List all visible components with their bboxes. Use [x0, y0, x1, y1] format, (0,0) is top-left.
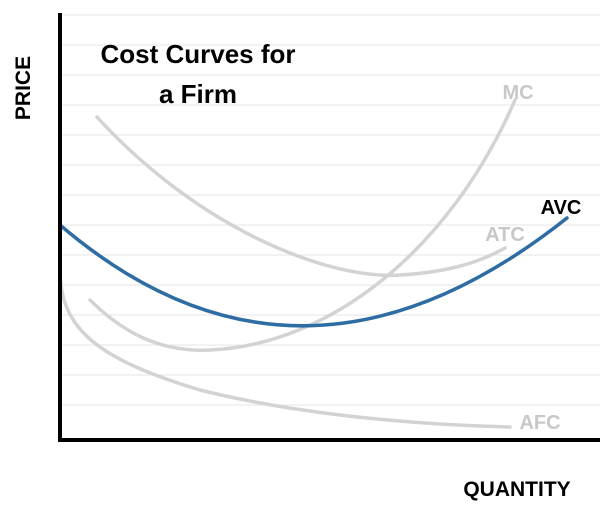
curve-label: ATC: [485, 224, 525, 246]
y-axis-label: PRICE: [12, 56, 35, 120]
avc-curve: [58, 216, 569, 328]
atc-curve: [95, 115, 507, 278]
afc-curve: [58, 268, 512, 429]
curve-label: AFC: [519, 412, 560, 434]
mc-curve: [88, 98, 517, 352]
curve-label: MC: [502, 82, 533, 104]
curve-label: AVC: [541, 197, 582, 219]
grid: [60, 14, 600, 406]
x-axis-label: QUANTITY: [463, 478, 570, 501]
title-line: Cost Curves for: [100, 39, 295, 69]
title-line: a Firm: [159, 79, 237, 109]
